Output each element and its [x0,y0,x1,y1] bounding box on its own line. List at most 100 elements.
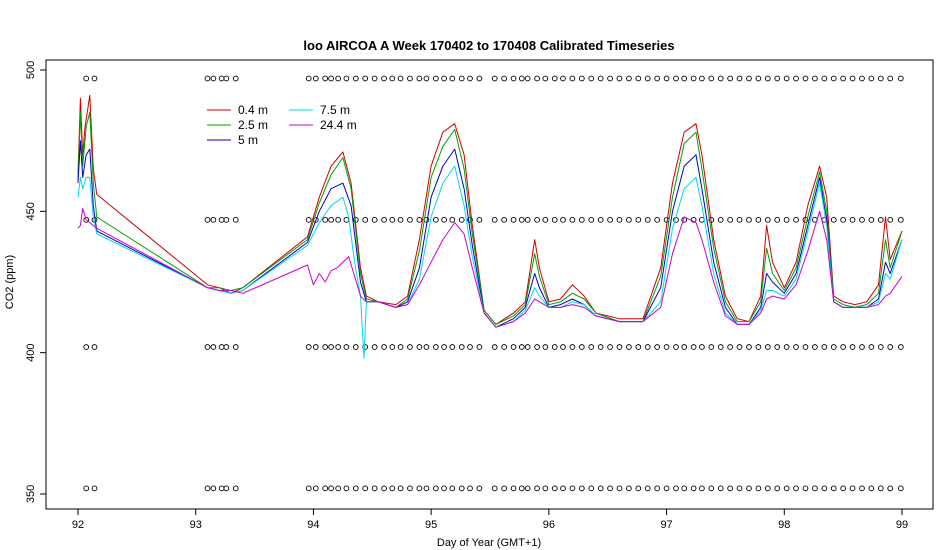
status-marker [830,216,837,223]
status-marker [534,485,540,492]
status-marker [467,75,473,82]
status-marker [416,216,423,223]
status-marker [322,75,329,82]
status-marker [821,344,828,350]
status-marker [626,344,632,350]
status-marker [423,75,430,82]
x-axis: 92 93 94 95 96 97 98 99 [72,508,908,531]
status-marker [223,216,230,223]
status-marker [510,216,517,223]
status-marker [449,344,456,350]
status-marker [204,344,211,350]
status-marker [868,344,875,350]
plot-frame [45,59,934,510]
status-marker [821,485,828,492]
status-marker [821,75,828,82]
status-marker [774,75,781,82]
data-series [77,94,903,359]
status-marker [830,485,837,492]
status-marker [887,344,894,350]
status-marker [746,344,752,350]
status-marker [626,485,632,492]
status-marker [812,75,818,82]
status-marker [569,75,576,82]
status-marker [335,344,341,350]
status-marker [887,216,894,223]
status-marker [755,216,762,223]
status-marker [397,216,404,223]
status-marker [328,75,334,82]
status-marker [681,485,688,492]
status-marker [746,75,752,82]
status-marker [433,485,439,492]
status-marker [690,344,697,350]
status-marker [491,216,498,223]
status-marker [588,344,595,350]
status-marker [690,485,697,492]
status-marker [423,485,430,492]
status-marker [551,75,558,82]
status-marker [223,485,230,492]
status-marker [381,216,387,223]
status-marker [433,344,439,350]
status-marker [441,485,447,492]
status-marker [218,216,225,223]
status-marker [654,344,661,350]
status-marker [717,216,724,223]
status-marker [371,216,378,223]
status-marker [305,216,312,223]
status-marker [204,485,211,492]
status-marker [518,344,525,350]
status-marker [305,75,312,82]
status-marker [607,344,613,350]
status-marker [783,344,790,350]
status-marker [218,485,225,492]
status-marker [607,216,613,223]
status-marker [560,75,566,82]
status-marker [673,485,679,492]
status-marker [524,75,531,82]
status-marker [335,75,341,82]
status-marker [560,344,566,350]
status-marker [654,485,661,492]
status-marker [441,344,447,350]
status-marker [663,75,670,82]
legend-label: 5 m [238,133,258,147]
status-marker [223,344,230,350]
status-marker [312,485,319,492]
status-marker [352,75,359,82]
status-marker [343,485,350,492]
status-marker [534,344,540,350]
status-marker [551,344,558,350]
status-marker [210,75,217,82]
status-marker [322,485,329,492]
status-marker [859,344,865,350]
status-marker [868,75,875,82]
status-marker [458,485,465,492]
status-marker [551,485,558,492]
legend-label: 0.4 m [238,103,268,117]
status-marker [635,344,642,350]
status-marker [607,75,613,82]
status-marker [877,485,884,492]
status-marker [381,485,387,492]
status-marker [518,216,525,223]
status-marker [868,485,875,492]
status-marker [654,75,661,82]
status-marker [510,75,517,82]
status-marker [673,344,679,350]
status-marker [897,485,904,492]
series-line [77,208,903,328]
status-marker [362,216,369,223]
status-marker [802,75,809,82]
status-marker [491,485,498,492]
x-tick-label: 99 [896,519,908,531]
status-marker [588,485,595,492]
status-marker [501,485,507,492]
status-markers [83,75,904,492]
status-marker [328,344,334,350]
status-marker [635,216,642,223]
status-marker [551,216,558,223]
status-marker [897,75,904,82]
